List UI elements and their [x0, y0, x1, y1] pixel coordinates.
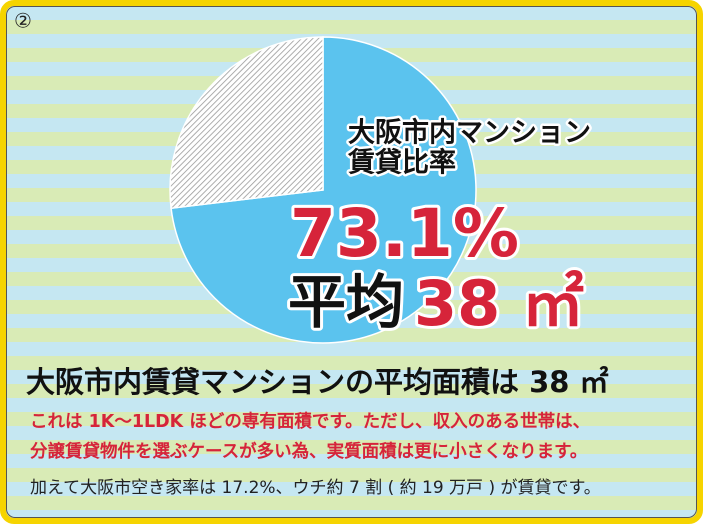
- footnote: 加えて大阪市空き家率は 17.2%、ウチ約 7 割 ( 約 19 万戸 ) が賃…: [30, 478, 601, 498]
- value-label: 73.1%: [290, 195, 519, 272]
- pie: [169, 36, 477, 344]
- average-label: 平均: [288, 268, 404, 336]
- inner-border: [6, 6, 697, 518]
- heading: 大阪市内賃貸マンションの平均面積は 38 ㎡: [26, 365, 609, 399]
- pie-slice: [169, 36, 324, 210]
- note: 分譲賃貸物件を選ぶケースが多い為、実質面積は更に小さくなります。: [30, 441, 587, 462]
- average-value: 38 ㎡: [414, 267, 584, 340]
- pie-label: 賃貸比率: [347, 147, 456, 179]
- note: これは 1K～1LDK ほどの専有面積です。ただし、収入のある世帯は、: [30, 411, 590, 432]
- marker: ②: [14, 9, 32, 33]
- pie-label: 大阪市内マンション: [348, 117, 591, 149]
